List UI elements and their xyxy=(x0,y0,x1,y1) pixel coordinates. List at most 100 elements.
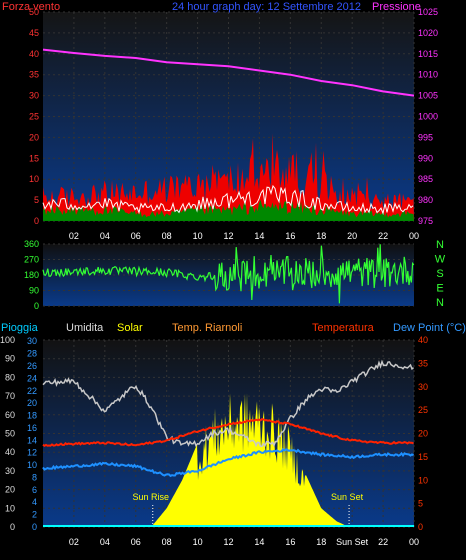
temperature-label: Temperatura xyxy=(312,322,374,334)
temperature-line xyxy=(42,418,414,447)
graph-title: 24 hour graph day: 12 Settembre 2012 xyxy=(172,1,361,13)
humidity-tick-label: 26 xyxy=(27,361,37,371)
x-tick-label: 22 xyxy=(378,537,388,547)
dew-point-line xyxy=(42,448,415,478)
pressure-tick-label: 985 xyxy=(418,174,433,184)
x-tick-label: 00 xyxy=(409,537,419,547)
x-tick-label: 10 xyxy=(193,537,203,547)
wind-white-line xyxy=(42,184,414,216)
x-tick-label: 14 xyxy=(254,537,264,547)
x-tick-label: 02 xyxy=(69,231,79,241)
rain-tick-label: 0 xyxy=(10,522,15,532)
temp-tick-label: 10 xyxy=(418,475,428,485)
humidity-tick-label: 10 xyxy=(27,460,37,470)
wind-tick-label: 40 xyxy=(29,49,39,59)
x-tick-label: 20 xyxy=(347,231,357,241)
x-tick-label: 14 xyxy=(254,231,264,241)
pressure-tick-label: 1005 xyxy=(418,91,438,101)
humidity-tick-label: 14 xyxy=(27,435,37,445)
rain-tick-label: 30 xyxy=(5,466,15,476)
wind-tick-label: 45 xyxy=(29,28,39,38)
humidity-tick-label: 20 xyxy=(27,398,37,408)
x-tick-label: 16 xyxy=(285,537,295,547)
pressure-tick-label: 1015 xyxy=(418,49,438,59)
rain-tick-label: 90 xyxy=(5,354,15,364)
x-tick-label: 00 xyxy=(409,231,419,241)
wind-tick-label: 35 xyxy=(29,70,39,80)
humidity-tick-label: 18 xyxy=(27,411,37,421)
wind-tick-label: 5 xyxy=(34,195,39,205)
temp-tick-label: 25 xyxy=(418,405,428,415)
wind-tick-label: 15 xyxy=(29,153,39,163)
wind-tick-label: 25 xyxy=(29,112,39,122)
humidity-tick-label: 24 xyxy=(27,373,37,383)
humidity-tick-label: 4 xyxy=(32,497,37,507)
rain-tick-label: 20 xyxy=(5,485,15,495)
humidity-tick-label: 6 xyxy=(32,485,37,495)
x-tick-label: Sun Set xyxy=(336,537,369,547)
rain-tick-label: 10 xyxy=(5,503,15,513)
rain-tick-label: 80 xyxy=(5,372,15,382)
wind-force-label: Forza vento xyxy=(2,1,61,13)
humidity-tick-label: 22 xyxy=(27,386,37,396)
compass-label: N xyxy=(436,239,444,251)
direction-tick-label: 0 xyxy=(34,301,39,311)
pressure-tick-label: 990 xyxy=(418,153,433,163)
temp-tick-label: 5 xyxy=(418,499,423,509)
rain-tick-label: 70 xyxy=(5,391,15,401)
rain-tick-label: 60 xyxy=(5,410,15,420)
pressure-line xyxy=(42,48,415,97)
pressure-tick-label: 1010 xyxy=(418,70,438,80)
humidity-label: Umidita xyxy=(66,322,104,334)
wind-tick-label: 50 xyxy=(29,7,39,17)
x-tick-label: 04 xyxy=(100,231,110,241)
temp-tick-label: 30 xyxy=(418,382,428,392)
rain-label: Pioggia xyxy=(1,322,38,334)
x-tick-label: 16 xyxy=(285,231,295,241)
dew-point-label: Dew Point (°C) xyxy=(393,322,466,334)
temp-tick-label: 35 xyxy=(418,358,428,368)
sunset-label: Sun Set xyxy=(331,492,364,502)
wind-tick-label: 20 xyxy=(29,132,39,142)
temp-tick-label: 40 xyxy=(418,335,428,345)
direction-tick-label: 180 xyxy=(24,270,39,280)
temp-tick-label: 20 xyxy=(418,429,428,439)
pressure-tick-label: 1025 xyxy=(418,7,438,17)
x-tick-label: 08 xyxy=(162,231,172,241)
humidity-tick-label: 2 xyxy=(32,510,37,520)
x-tick-label: 12 xyxy=(223,231,233,241)
x-tick-label: 04 xyxy=(100,537,110,547)
sunrise-label: Sun Rise xyxy=(132,492,169,502)
x-tick-label: 02 xyxy=(69,537,79,547)
humidity-line xyxy=(42,359,414,448)
rain-tick-label: 40 xyxy=(5,447,15,457)
wind-direction-line xyxy=(42,244,415,304)
wind-average-area xyxy=(43,199,414,221)
x-tick-label: 18 xyxy=(316,537,326,547)
x-tick-label: 06 xyxy=(131,231,141,241)
pressure-tick-label: 980 xyxy=(418,195,433,205)
rain-tick-label: 50 xyxy=(5,429,15,439)
x-tick-label: 18 xyxy=(316,231,326,241)
humidity-tick-label: 30 xyxy=(27,336,37,346)
humidity-tick-label: 12 xyxy=(27,448,37,458)
humidity-tick-label: 28 xyxy=(27,349,37,359)
rain-tick-label: 100 xyxy=(0,335,15,345)
temp-tick-label: 0 xyxy=(418,522,423,532)
humidity-tick-label: 8 xyxy=(32,472,37,482)
compass-label: N xyxy=(436,297,444,309)
direction-tick-label: 360 xyxy=(24,239,39,249)
x-tick-label: 06 xyxy=(131,537,141,547)
x-tick-label: 10 xyxy=(193,231,203,241)
humidity-tick-label: 0 xyxy=(32,522,37,532)
wind-tick-label: 30 xyxy=(29,91,39,101)
direction-tick-label: 90 xyxy=(29,286,39,296)
pressure-tick-label: 1000 xyxy=(418,112,438,122)
pressure-tick-label: 975 xyxy=(418,216,433,226)
compass-label: W xyxy=(435,254,446,266)
riarnoli-temp-label: Temp. Riarnoli xyxy=(172,322,243,334)
pressure-label: Pressione xyxy=(372,1,421,13)
wind-tick-label: 10 xyxy=(29,174,39,184)
x-tick-label: 22 xyxy=(378,231,388,241)
